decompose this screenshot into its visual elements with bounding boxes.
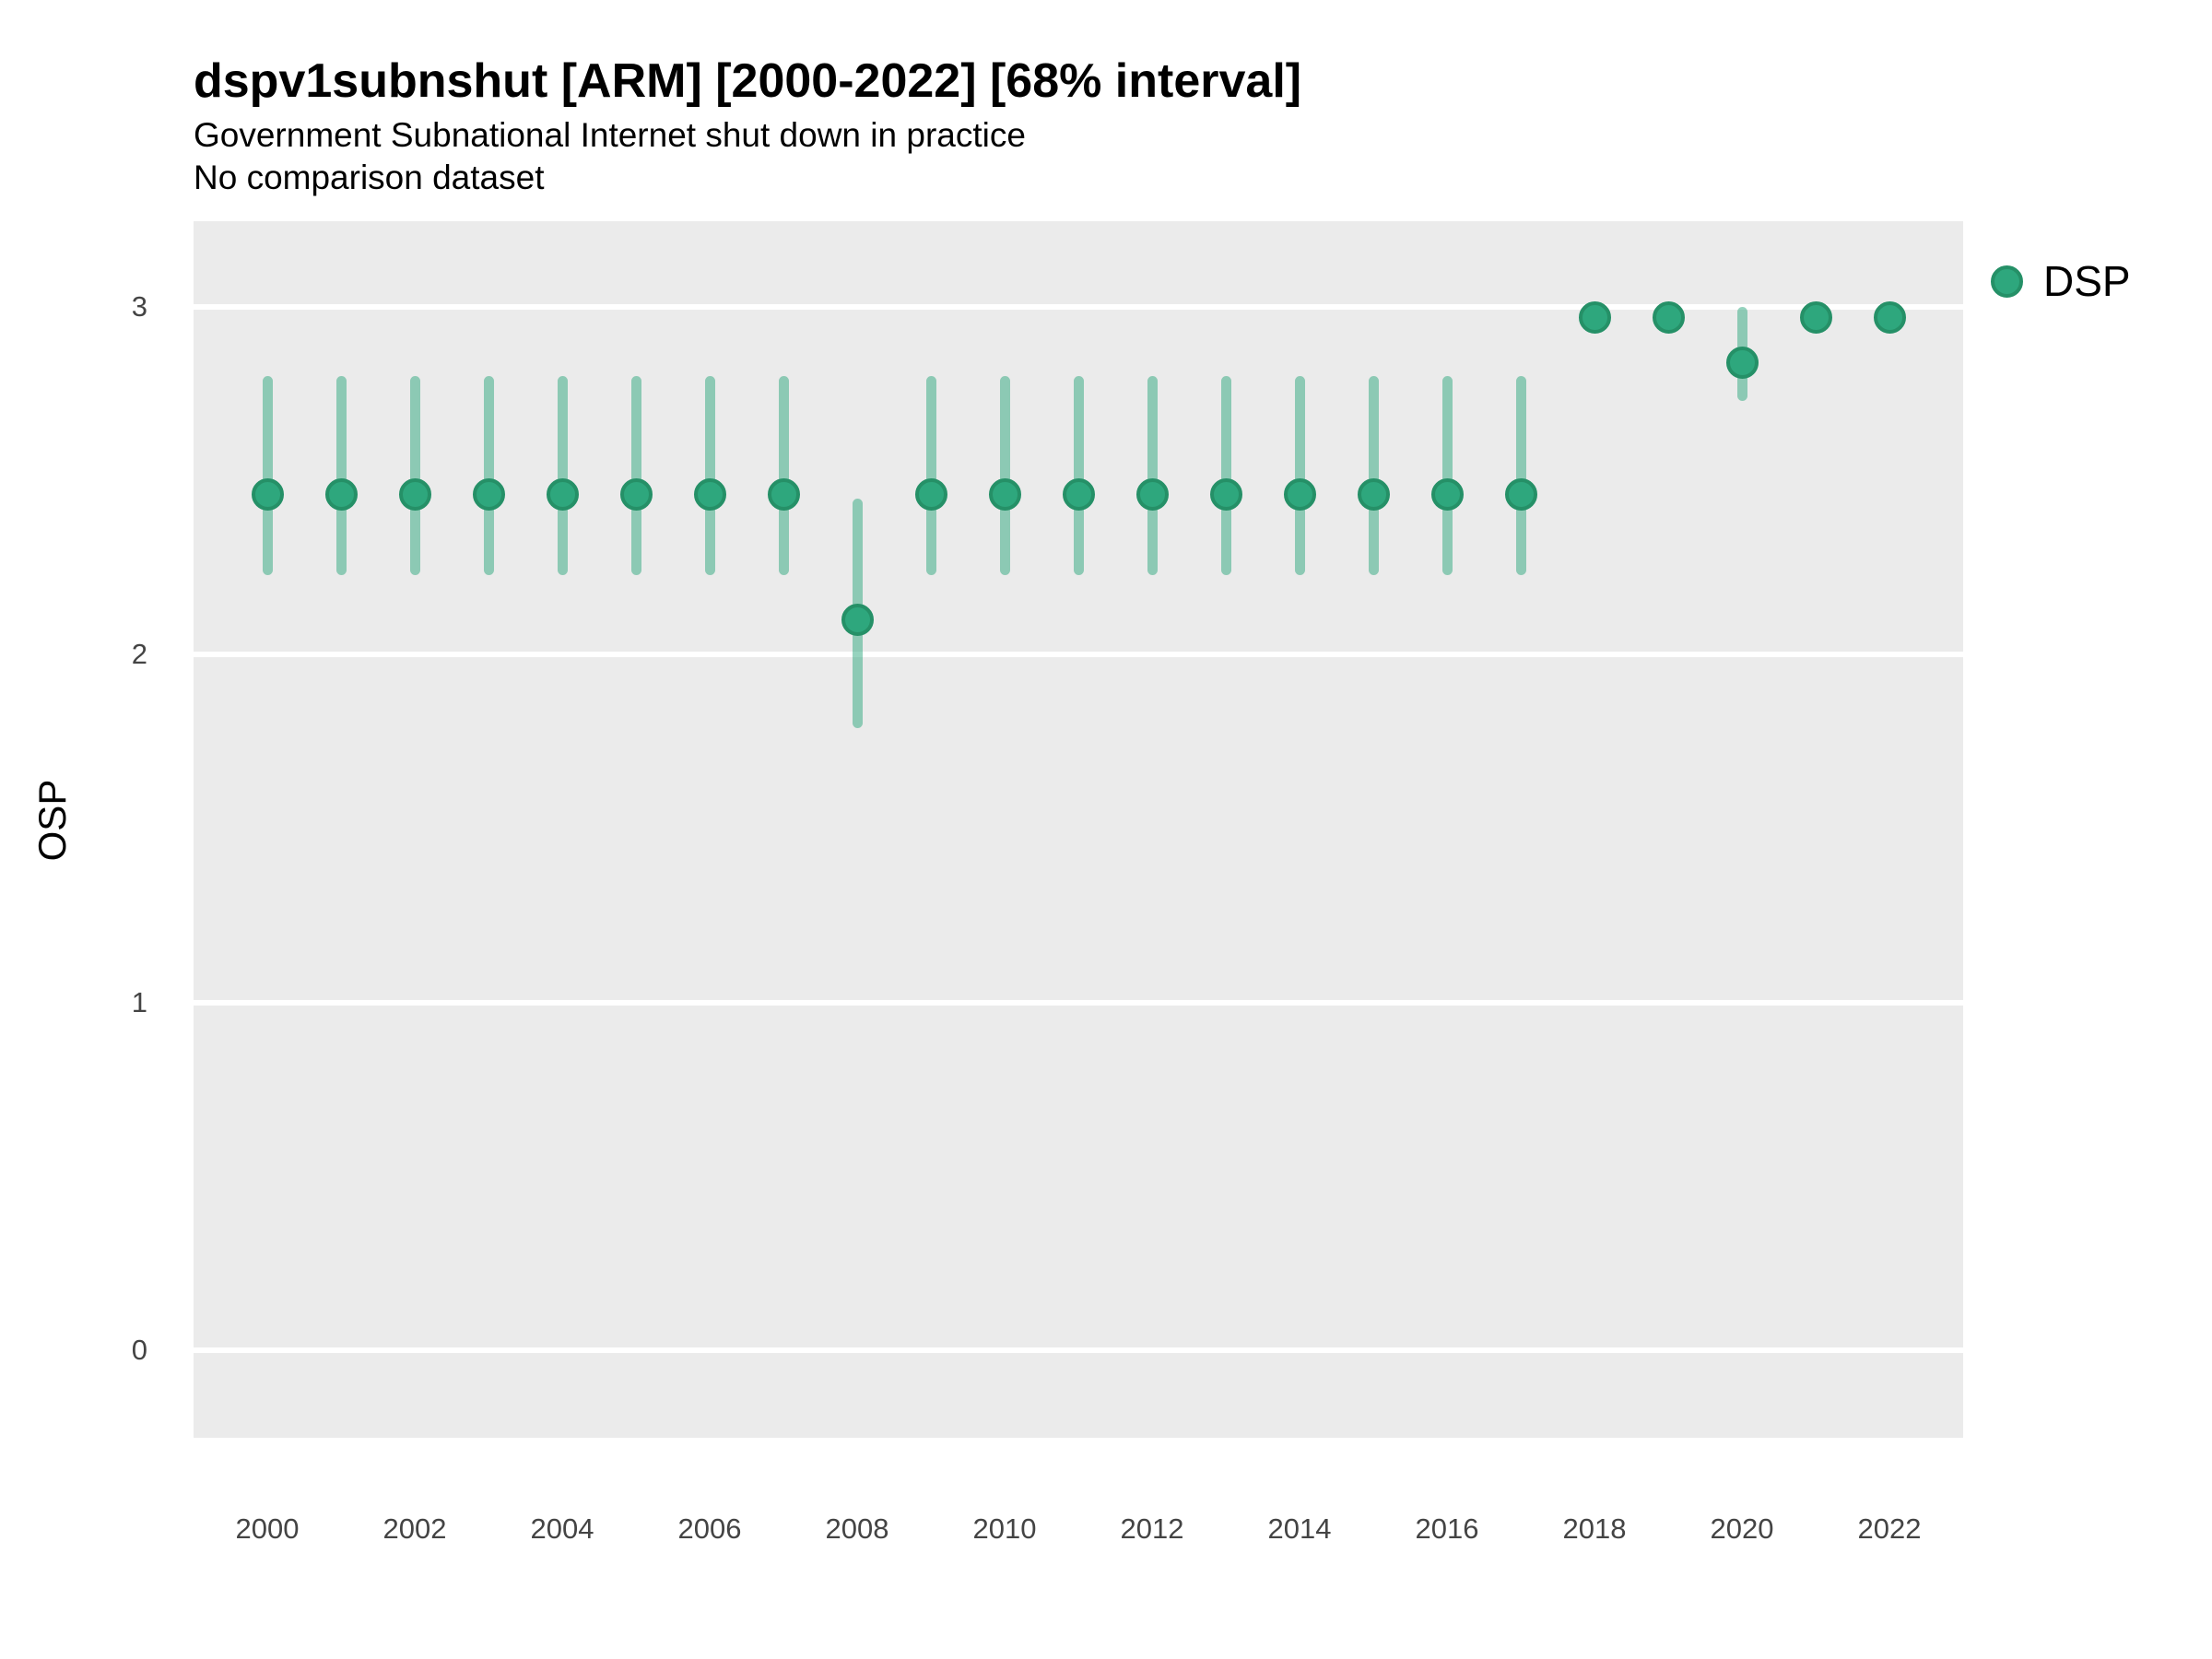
interval-bar-2001 — [335, 376, 347, 575]
data-point-2015 — [1357, 478, 1390, 512]
interval-bar-2003 — [483, 376, 494, 575]
gridline-y-0 — [194, 1347, 1963, 1353]
data-point-2003 — [472, 478, 505, 512]
x-tick-label-2004: 2004 — [530, 1512, 594, 1545]
data-point-2020 — [1725, 346, 1759, 379]
data-point-2022 — [1873, 300, 1906, 334]
x-tick-label-2018: 2018 — [1562, 1512, 1627, 1545]
gridline-y-3 — [194, 304, 1963, 310]
interval-bar-2015 — [1368, 376, 1379, 575]
data-point-2014 — [1283, 478, 1316, 512]
x-tick-label-2010: 2010 — [972, 1512, 1037, 1545]
data-point-2006 — [693, 478, 726, 512]
data-point-2007 — [767, 478, 800, 512]
data-point-2011 — [1062, 478, 1095, 512]
chart-title: dspv1subnshut [ARM] [2000-2022] [68% int… — [194, 54, 1302, 108]
interval-bar-2011 — [1073, 376, 1084, 575]
data-point-2002 — [398, 478, 431, 512]
legend-label: DSP — [2043, 257, 2131, 305]
interval-bar-2004 — [557, 376, 568, 575]
data-point-2012 — [1135, 478, 1169, 512]
interval-bar-2002 — [409, 376, 420, 575]
interval-bar-2000 — [262, 376, 273, 575]
data-point-2013 — [1209, 478, 1242, 512]
x-tick-label-2016: 2016 — [1415, 1512, 1479, 1545]
interval-bar-2006 — [704, 376, 715, 575]
interval-bar-2016 — [1441, 376, 1453, 575]
y-tick-label-0: 0 — [131, 1333, 147, 1366]
x-tick-label-2000: 2000 — [235, 1512, 300, 1545]
gridline-y-1 — [194, 999, 1963, 1006]
data-point-2018 — [1578, 300, 1611, 334]
data-point-2004 — [546, 478, 579, 512]
x-tick-label-2002: 2002 — [382, 1512, 447, 1545]
interval-bar-2007 — [778, 376, 789, 575]
interval-bar-2012 — [1147, 376, 1158, 575]
y-tick-label-2: 2 — [131, 638, 147, 671]
data-point-2021 — [1799, 300, 1832, 334]
chart-comparison-note: No comparison dataset — [194, 159, 545, 196]
y-axis-title: OSP — [30, 779, 74, 862]
plot-panel — [194, 221, 1963, 1438]
interval-bar-2013 — [1220, 376, 1231, 575]
interval-bar-2010 — [999, 376, 1010, 575]
data-point-2017 — [1504, 478, 1537, 512]
x-tick-label-2008: 2008 — [825, 1512, 889, 1545]
interval-bar-2014 — [1294, 376, 1305, 575]
data-point-2010 — [988, 478, 1021, 512]
legend-point-icon — [1991, 265, 2023, 298]
x-tick-label-2022: 2022 — [1857, 1512, 1922, 1545]
interval-bar-2005 — [630, 376, 641, 575]
data-point-2009 — [914, 478, 947, 512]
chart-subtitle: Government Subnational Internet shut dow… — [194, 116, 1026, 154]
data-point-2008 — [841, 604, 874, 637]
x-tick-label-2020: 2020 — [1710, 1512, 1774, 1545]
y-tick-label-1: 1 — [131, 985, 147, 1018]
y-tick-label-3: 3 — [131, 290, 147, 323]
data-point-2005 — [619, 478, 653, 512]
gridline-y-2 — [194, 652, 1963, 658]
x-tick-label-2006: 2006 — [677, 1512, 742, 1545]
data-point-2000 — [251, 478, 284, 512]
interval-bar-2009 — [925, 376, 936, 575]
data-point-2001 — [324, 478, 358, 512]
legend: DSP — [1991, 256, 2131, 306]
x-tick-label-2014: 2014 — [1267, 1512, 1332, 1545]
x-tick-label-2012: 2012 — [1120, 1512, 1184, 1545]
interval-bar-2017 — [1515, 376, 1526, 575]
data-point-2019 — [1652, 300, 1685, 334]
data-point-2016 — [1430, 478, 1464, 512]
